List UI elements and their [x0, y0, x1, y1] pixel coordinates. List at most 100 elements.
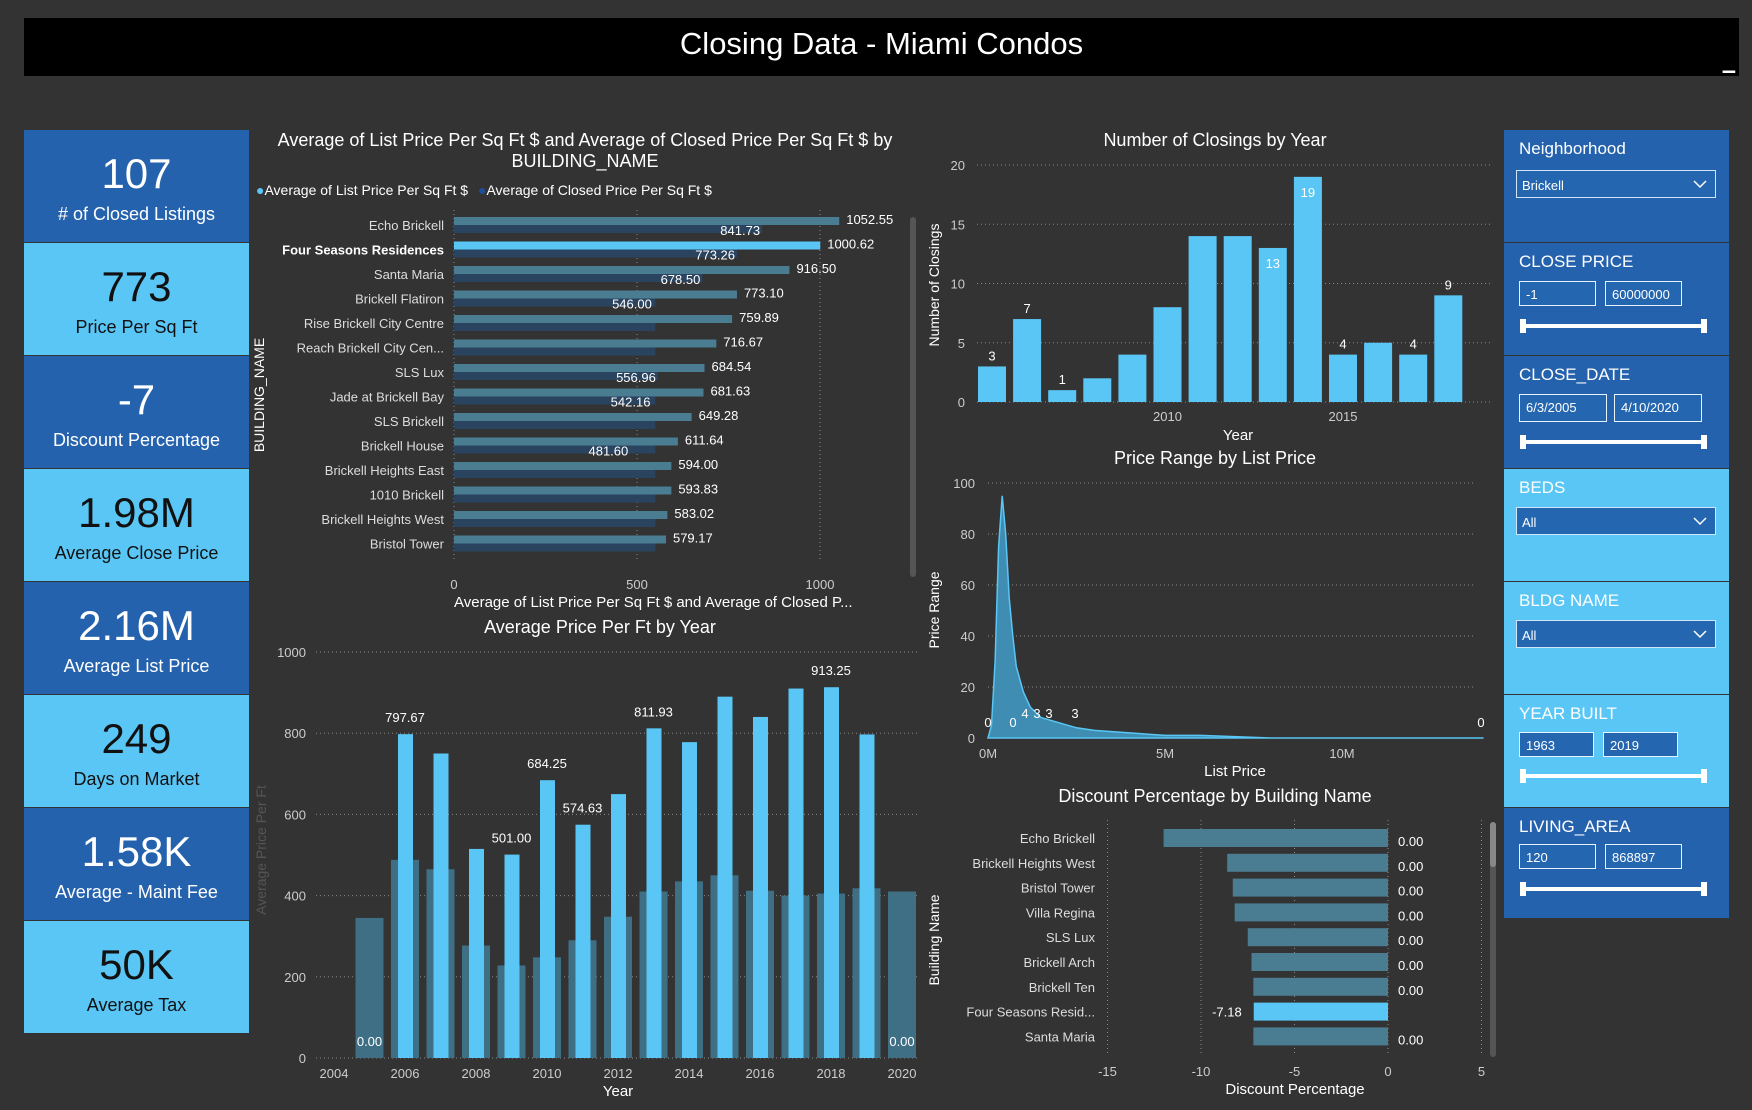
year-built-slider[interactable]: [1520, 769, 1707, 783]
year-bar-label: 19: [1301, 185, 1315, 200]
discount-bar[interactable]: [1232, 878, 1388, 897]
discount-bar[interactable]: [1253, 1002, 1388, 1021]
slider-handle-max[interactable]: [1701, 435, 1707, 449]
closed-price-bar[interactable]: [454, 421, 656, 429]
discount-bar[interactable]: [1163, 829, 1388, 847]
closed-price-bar[interactable]: [454, 249, 738, 258]
living-area-max-input[interactable]: 868897: [1605, 844, 1682, 869]
year-bar[interactable]: [1048, 390, 1077, 402]
discount-bar[interactable]: [1234, 903, 1388, 922]
discount-bar[interactable]: [1251, 953, 1388, 971]
list-price-bar[interactable]: [646, 728, 662, 1058]
year-built-max-input[interactable]: 2019: [1603, 732, 1678, 757]
closed-price-bar[interactable]: [454, 445, 656, 454]
slider-handle-min[interactable]: [1520, 769, 1526, 783]
minimize-icon[interactable]: ▁: [1722, 56, 1735, 73]
list-price-bar[interactable]: [454, 290, 737, 299]
slider-handle-min[interactable]: [1520, 882, 1526, 896]
list-price-bar[interactable]: [454, 217, 840, 225]
list-price-bar[interactable]: [454, 266, 790, 274]
list-price-bar[interactable]: [454, 486, 672, 495]
year-bar[interactable]: [1188, 236, 1217, 402]
list-price-bar[interactable]: [859, 734, 875, 1058]
list-price-bar[interactable]: [454, 388, 704, 397]
list-price-bar[interactable]: [824, 687, 839, 1058]
kpi-label: Days on Market: [73, 769, 200, 789]
year-bar[interactable]: [1083, 378, 1112, 402]
closed-price-bar[interactable]: [454, 470, 656, 478]
discount-bar[interactable]: [1247, 928, 1388, 947]
list-price-bar[interactable]: [433, 753, 449, 1059]
closed-price-bar[interactable]: [454, 372, 658, 380]
slider-handle-max[interactable]: [1701, 882, 1707, 896]
list-price-bar[interactable]: [504, 854, 520, 1058]
list-price-bar[interactable]: [454, 315, 733, 323]
list-price-bar[interactable]: [611, 794, 626, 1058]
discount-bar[interactable]: [1253, 1027, 1388, 1046]
list-price-bar[interactable]: [454, 339, 717, 348]
list-price-bar[interactable]: [682, 742, 697, 1058]
closed-price-bar[interactable]: [454, 298, 656, 307]
slider-handle-min[interactable]: [1520, 435, 1526, 449]
scrollbar[interactable]: [1490, 822, 1496, 1057]
close-price-min-input[interactable]: -1: [1519, 281, 1596, 306]
list-price-bar[interactable]: [454, 535, 666, 544]
list-price-bar[interactable]: [398, 734, 413, 1058]
list-price-label: 684.54: [712, 359, 752, 374]
living-area-min-input[interactable]: 120: [1519, 844, 1596, 869]
year-bar[interactable]: [1223, 236, 1252, 402]
closed-price-bar[interactable]: [454, 274, 703, 282]
closed-price-bar[interactable]: [454, 543, 656, 552]
category-label: Jade at Brickell Bay: [330, 390, 445, 405]
list-price-bar[interactable]: [753, 716, 768, 1058]
list-price-bar[interactable]: [469, 848, 484, 1058]
living-area-slider[interactable]: [1520, 882, 1707, 896]
list-price-bar[interactable]: [540, 780, 555, 1058]
closed-price-bar[interactable]: [454, 396, 656, 405]
discount-bar[interactable]: [1227, 853, 1388, 872]
list-price-bar[interactable]: [454, 413, 692, 421]
list-price-bar[interactable]: [575, 824, 591, 1058]
list-price-bar[interactable]: [454, 462, 672, 470]
list-price-bar[interactable]: [788, 688, 804, 1058]
list-price-bar[interactable]: [454, 511, 668, 519]
year-bar[interactable]: [1399, 354, 1428, 402]
price-range-area[interactable]: [987, 495, 1484, 739]
year-bar[interactable]: [1434, 295, 1463, 402]
list-price-bar[interactable]: [454, 364, 705, 372]
scrollbar[interactable]: [910, 217, 916, 577]
neighborhood-dropdown[interactable]: Brickell: [1516, 170, 1716, 198]
close-date-max-input[interactable]: 4/10/2020: [1614, 394, 1702, 422]
scrollbar-thumb[interactable]: [1490, 822, 1496, 867]
year-bar[interactable]: [1329, 354, 1357, 402]
year-bar[interactable]: [978, 366, 1006, 402]
close-price-slider[interactable]: [1520, 319, 1707, 333]
data-label: 0: [984, 715, 991, 730]
year-bar[interactable]: [1013, 319, 1042, 402]
list-price-bar[interactable]: [717, 696, 733, 1058]
close-date-min-input[interactable]: 6/3/2005: [1519, 394, 1607, 422]
slider-handle-min[interactable]: [1520, 319, 1526, 333]
year-built-min-input[interactable]: 1963: [1519, 732, 1594, 757]
year-bar[interactable]: [1293, 176, 1322, 402]
closed-price-bar[interactable]: [355, 917, 384, 1058]
closed-price-bar[interactable]: [454, 347, 656, 356]
year-bar[interactable]: [1258, 247, 1287, 402]
closed-price-bar[interactable]: [454, 225, 763, 233]
beds-dropdown[interactable]: All: [1516, 507, 1716, 535]
closed-price-bar[interactable]: [454, 519, 656, 527]
close-date-slider[interactable]: [1520, 435, 1707, 449]
bldg-name-dropdown[interactable]: All: [1516, 620, 1716, 648]
year-bar[interactable]: [1118, 354, 1147, 402]
discount-bar[interactable]: [1253, 977, 1388, 996]
close-price-max-input[interactable]: 60000000: [1605, 281, 1682, 306]
slider-handle-max[interactable]: [1701, 319, 1707, 333]
list-price-bar[interactable]: [454, 437, 678, 446]
closed-price-bar[interactable]: [888, 891, 916, 1058]
year-bar[interactable]: [1364, 342, 1393, 402]
year-bar[interactable]: [1153, 307, 1182, 402]
closed-price-bar[interactable]: [454, 494, 656, 503]
closed-price-bar[interactable]: [454, 323, 656, 331]
list-price-bar[interactable]: [454, 241, 821, 250]
slider-handle-max[interactable]: [1701, 769, 1707, 783]
